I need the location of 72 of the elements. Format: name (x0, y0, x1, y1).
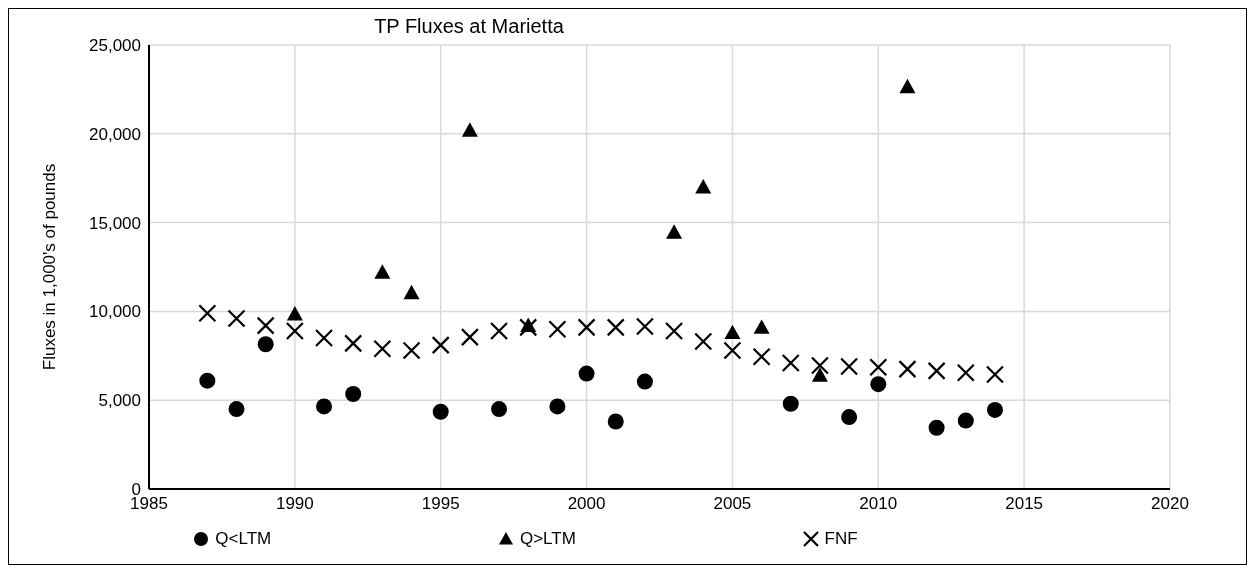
y-tick-label: 5,000 (98, 391, 141, 411)
x-tick-label: 2000 (567, 494, 606, 514)
point (753, 319, 770, 334)
point (840, 357, 859, 376)
point (345, 385, 362, 402)
legend-label: FNF (824, 529, 858, 549)
point (403, 284, 420, 300)
point (811, 367, 828, 382)
point (374, 264, 391, 279)
point (285, 321, 304, 341)
y-tick-label: 25,000 (89, 36, 141, 56)
point (664, 321, 684, 341)
point (256, 316, 275, 335)
y-tick-label: 10,000 (89, 302, 141, 322)
x-tick-label: 2015 (1005, 494, 1044, 514)
point (635, 317, 655, 336)
point (373, 339, 392, 358)
point (985, 365, 1005, 384)
point (752, 347, 771, 366)
point (461, 122, 478, 137)
x-tick-label: 1995 (421, 494, 460, 514)
point (578, 365, 595, 382)
point (577, 318, 596, 337)
point (519, 318, 538, 337)
point (432, 403, 449, 420)
point (606, 318, 625, 337)
y-axis-title: Fluxes in 1,000's of pounds (40, 163, 60, 371)
x-tick-label: 2005 (713, 494, 752, 514)
legend-label: Q>LTM (519, 529, 576, 549)
point (548, 320, 567, 339)
point (841, 409, 858, 426)
point (666, 224, 683, 239)
legend-label: Q<LTM (215, 529, 272, 549)
point (257, 336, 274, 353)
x-tick-label: 1990 (275, 494, 314, 514)
point (286, 306, 303, 321)
point (898, 360, 917, 379)
point (870, 376, 887, 393)
point (460, 328, 479, 347)
chart-title: TP Fluxes at Marietta (373, 15, 565, 38)
point (695, 179, 712, 194)
point (199, 372, 216, 389)
point (724, 324, 741, 340)
point (607, 413, 624, 430)
point (316, 398, 333, 415)
point (228, 401, 245, 418)
x-tick-label: 2010 (859, 494, 898, 514)
point (810, 356, 830, 375)
point (723, 341, 742, 360)
point (431, 336, 450, 355)
point (694, 332, 713, 351)
point (869, 358, 888, 377)
y-tick-label: 20,000 (89, 124, 141, 144)
point (344, 334, 363, 353)
x-tick-label: 2020 (1151, 494, 1189, 514)
point (227, 309, 246, 328)
point (986, 401, 1003, 418)
point (928, 419, 945, 436)
point (782, 395, 799, 412)
point (549, 398, 566, 415)
point (899, 78, 916, 94)
point (491, 401, 508, 418)
point (781, 353, 800, 372)
point (927, 361, 946, 380)
point (636, 373, 653, 390)
point (402, 341, 421, 360)
point (198, 304, 217, 323)
point (957, 412, 974, 429)
point (314, 328, 334, 348)
point (956, 363, 975, 382)
y-tick-label: 15,000 (89, 213, 141, 233)
point (489, 321, 509, 341)
